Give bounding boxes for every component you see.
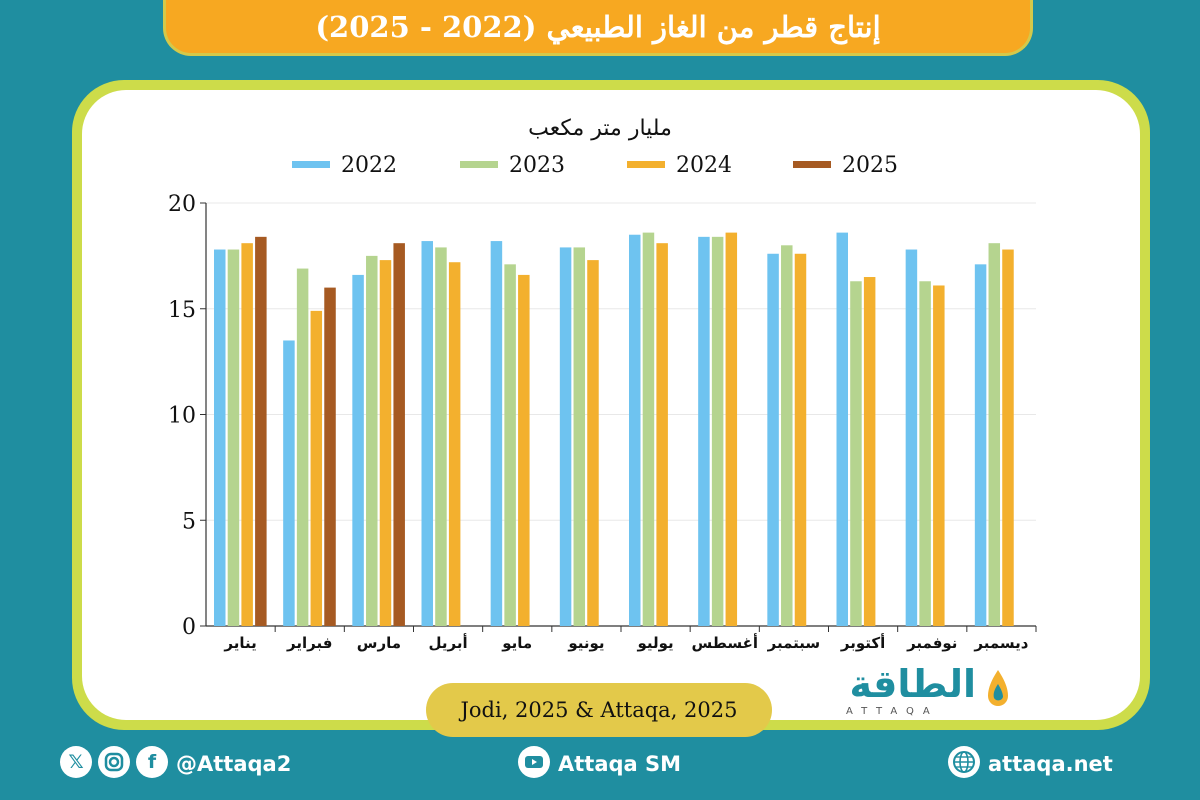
legend: 2022 2023 2024 2025 bbox=[292, 153, 898, 178]
instagram-icon[interactable] bbox=[98, 746, 130, 778]
source-box: Jodi, 2025 & Attaqa, 2025 bbox=[426, 683, 772, 737]
x-icon[interactable]: 𝕏 bbox=[60, 746, 92, 778]
y-tick-label: 0 bbox=[182, 615, 196, 640]
logo-latin: ATTAQA bbox=[846, 706, 939, 717]
x-tick-label: سبتمبر bbox=[767, 634, 821, 652]
page-title: إنتاج قطر من الغاز الطبيعي (2022 - 2025) bbox=[315, 9, 881, 44]
bar-2024-7 bbox=[656, 243, 668, 626]
x-tick-label: يونيو bbox=[567, 634, 604, 652]
bar-2024-10 bbox=[863, 277, 876, 626]
title-bar: إنتاج قطر من الغاز الطبيعي (2022 - 2025) bbox=[163, 0, 1033, 56]
bar-2023-8 bbox=[711, 236, 724, 626]
legend-label-2022: 2022 bbox=[341, 153, 397, 178]
legend-swatch-2024 bbox=[627, 161, 665, 168]
x-tick-label: أكتوبر bbox=[840, 633, 885, 652]
chart-title: مليار متر مكعب bbox=[528, 116, 672, 141]
facebook-icon[interactable]: f bbox=[136, 746, 168, 778]
attaqa-logo: الطاقة ATTAQA bbox=[836, 662, 1086, 722]
bars bbox=[214, 232, 1014, 627]
bar-2023-7 bbox=[642, 232, 655, 627]
bar-2022-8 bbox=[698, 236, 710, 626]
bar-2022-3 bbox=[352, 274, 364, 626]
y-tick-label: 10 bbox=[168, 404, 196, 429]
legend-label-2023: 2023 bbox=[509, 153, 565, 178]
bar-2023-9 bbox=[781, 245, 793, 627]
legend-swatch-2023 bbox=[460, 161, 498, 168]
bar-2024-4 bbox=[448, 262, 461, 626]
bar-2024-6 bbox=[587, 260, 599, 626]
bar-2024-12 bbox=[1002, 249, 1014, 626]
x-tick-label: يناير bbox=[223, 634, 256, 652]
x-tick-label: مارس bbox=[357, 634, 401, 652]
x-axis-labels: يناير فبراير مارس أبريل مايو يونيو يوليو أغسطس س… bbox=[223, 633, 1028, 652]
bar-2022-9 bbox=[767, 253, 779, 626]
website-link[interactable]: attaqa.net bbox=[988, 752, 1113, 776]
legend-label-2024: 2024 bbox=[676, 153, 732, 178]
youtube-icon[interactable] bbox=[518, 746, 550, 778]
bar-2023-11 bbox=[919, 281, 931, 626]
y-tick-label: 20 bbox=[168, 192, 196, 217]
bar-2024-8 bbox=[725, 232, 738, 627]
globe-icon[interactable] bbox=[948, 746, 980, 778]
bar-2024-5 bbox=[518, 274, 530, 626]
x-tick-label: أبريل bbox=[429, 633, 468, 652]
bar-2025-2 bbox=[324, 287, 336, 626]
legend-swatch-2025 bbox=[793, 161, 831, 168]
bar-2024-1 bbox=[241, 243, 253, 626]
bar-2022-10 bbox=[836, 232, 848, 627]
source-text: Jodi, 2025 & Attaqa, 2025 bbox=[460, 698, 738, 722]
x-tick-label: يوليو bbox=[636, 634, 673, 652]
y-tick-label: 5 bbox=[182, 509, 196, 534]
bar-2024-3 bbox=[379, 260, 392, 626]
footer: 𝕏 f @Attaqa2 Attaqa SM attaqa.net bbox=[0, 740, 1200, 800]
bar-2022-11 bbox=[905, 249, 918, 626]
x-tick-label: أغسطس bbox=[692, 633, 758, 652]
bar-2023-3 bbox=[366, 255, 378, 626]
x-tick-label: فبراير bbox=[286, 634, 332, 652]
drop-icon bbox=[988, 670, 1008, 706]
bar-2023-1 bbox=[227, 249, 240, 626]
social-handle[interactable]: @Attaqa2 bbox=[176, 752, 292, 776]
bar-2023-12 bbox=[988, 243, 1001, 626]
bar-2023-5 bbox=[504, 264, 516, 626]
bar-2025-1 bbox=[255, 236, 267, 626]
legend-label-2025: 2025 bbox=[842, 153, 898, 178]
bar-2022-12 bbox=[974, 264, 987, 626]
x-tick-label: نوفمبر bbox=[906, 634, 957, 652]
axes bbox=[205, 203, 1037, 632]
bar-2024-9 bbox=[794, 253, 807, 626]
bar-2022-7 bbox=[629, 234, 641, 626]
logo-arabic: الطاقة bbox=[849, 662, 976, 706]
y-tick-label: 15 bbox=[168, 298, 196, 323]
bar-2024-2 bbox=[310, 310, 323, 626]
bar-2022-2 bbox=[283, 340, 295, 626]
legend-swatch-2022 bbox=[292, 161, 330, 168]
bar-2022-4 bbox=[421, 241, 433, 626]
bar-2023-2 bbox=[296, 268, 309, 626]
bar-2025-3 bbox=[393, 243, 405, 626]
bar-2022-1 bbox=[214, 249, 226, 626]
bar-2022-6 bbox=[559, 247, 572, 627]
bar-2023-6 bbox=[573, 247, 586, 627]
bar-2023-10 bbox=[850, 281, 862, 626]
x-tick-label: مايو bbox=[501, 634, 532, 652]
y-axis-labels: 0 5 10 15 20 bbox=[168, 192, 196, 640]
x-tick-label: ديسمبر bbox=[973, 634, 1028, 652]
bar-2023-4 bbox=[435, 247, 447, 627]
bar-2024-11 bbox=[933, 285, 945, 626]
youtube-channel[interactable]: Attaqa SM bbox=[558, 752, 682, 776]
bar-2022-5 bbox=[490, 241, 503, 626]
grid-lines bbox=[200, 202, 1036, 627]
